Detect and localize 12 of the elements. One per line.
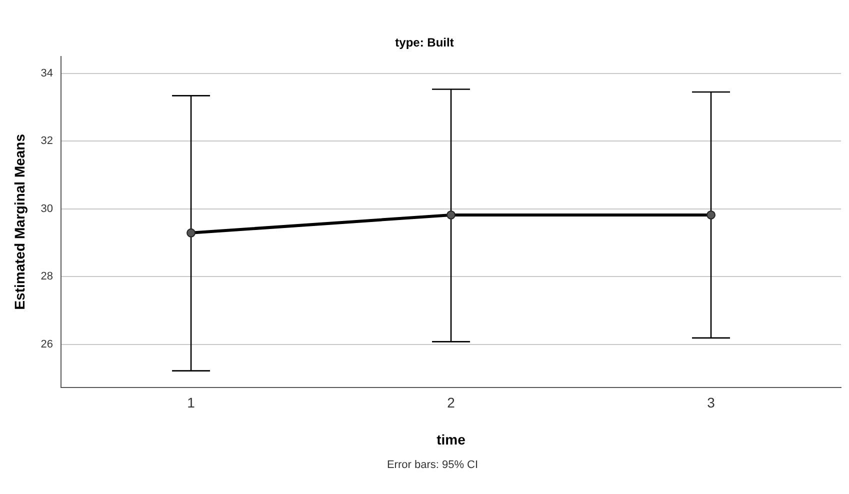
chart-subtitle: type: Built (395, 36, 454, 50)
x-axis-title: time (436, 431, 466, 448)
y-tick-label: 26 (40, 338, 54, 350)
x-tick-label: 2 (447, 394, 456, 411)
y-tick-label: 28 (40, 270, 54, 283)
x-tick-label: 3 (707, 394, 716, 411)
y-axis-title: Estimated Marginal Means (11, 134, 28, 310)
y-tick-label: 30 (40, 202, 54, 215)
y-tick-label: 34 (40, 67, 54, 80)
text: Error bars: 95% CI (386, 459, 480, 471)
y-tick-label: 32 (40, 135, 54, 148)
x-tick-label: 1 (187, 394, 196, 411)
